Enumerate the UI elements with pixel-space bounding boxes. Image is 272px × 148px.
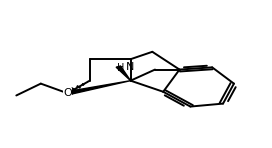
Text: N: N <box>126 62 135 72</box>
Text: O: O <box>63 88 72 98</box>
Text: H: H <box>117 63 125 73</box>
Polygon shape <box>116 66 131 81</box>
Polygon shape <box>66 81 131 95</box>
